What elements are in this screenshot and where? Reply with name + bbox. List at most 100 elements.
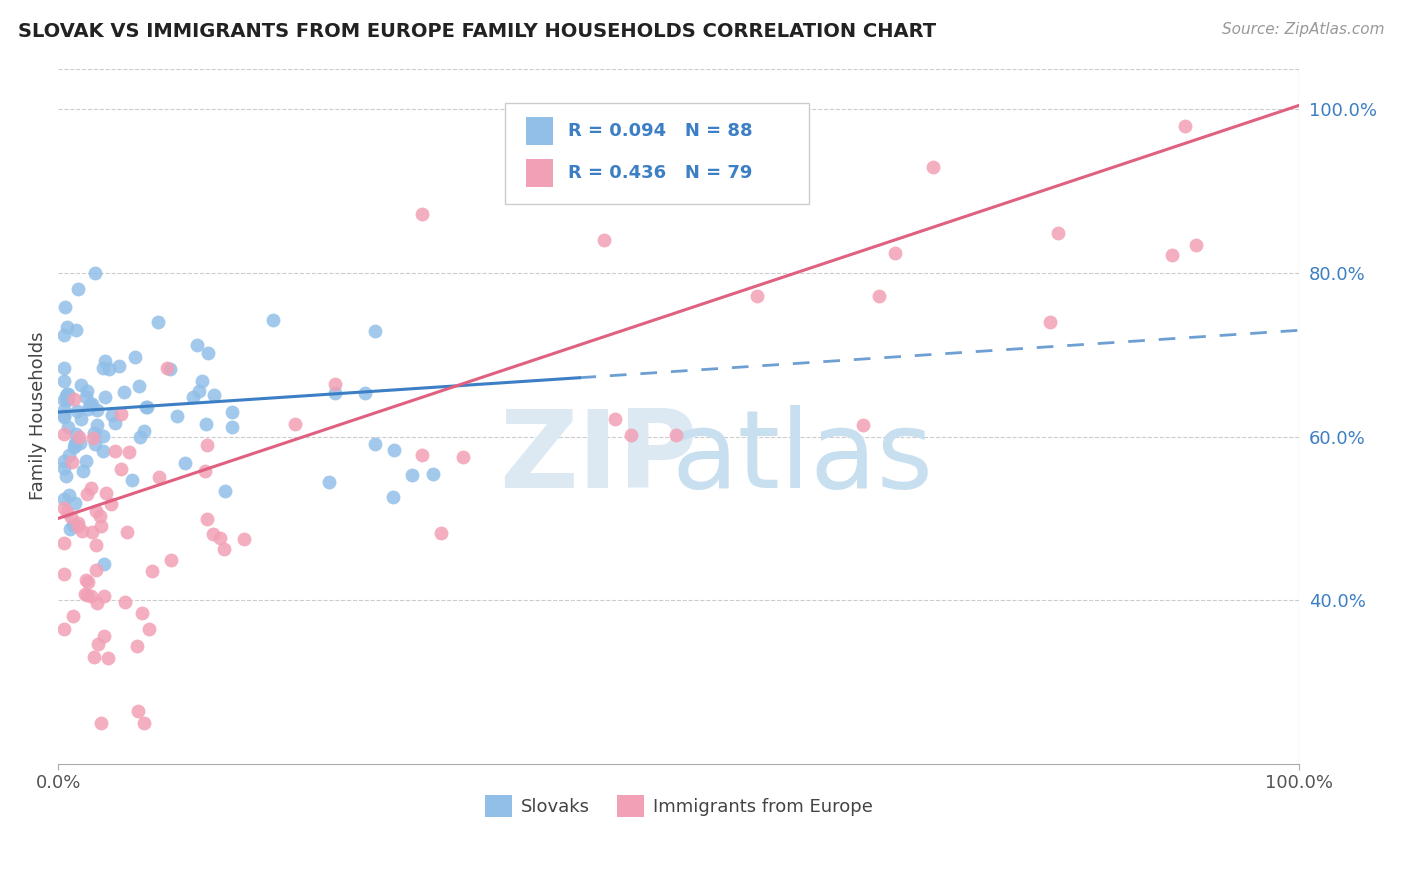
Point: [60, 455, 83, 469]
Point: [364, 324, 387, 338]
Point: [93, 589, 115, 603]
Point: [181, 390, 204, 404]
Point: [194, 417, 217, 431]
Point: [83, 425, 105, 440]
Point: [53, 403, 76, 417]
Point: [173, 456, 195, 470]
Point: [148, 469, 170, 483]
Point: [135, 400, 157, 414]
Point: [75, 587, 97, 601]
Point: [75, 390, 97, 404]
Point: [53, 535, 76, 549]
Legend: Slovaks, Immigrants from Europe: Slovaks, Immigrants from Europe: [478, 788, 880, 824]
Point: [233, 532, 256, 546]
Point: [76, 487, 98, 501]
Point: [1161, 248, 1184, 262]
Point: [110, 462, 132, 476]
Point: [83, 266, 105, 280]
Point: [65, 438, 87, 452]
Text: SLOVAK VS IMMIGRANTS FROM EUROPE FAMILY HOUSEHOLDS CORRELATION CHART: SLOVAK VS IMMIGRANTS FROM EUROPE FAMILY …: [18, 22, 936, 41]
Point: [86, 596, 108, 610]
Point: [77, 574, 100, 589]
Point: [80, 589, 103, 603]
Point: [131, 606, 153, 620]
Point: [429, 525, 451, 540]
Point: [82, 397, 104, 411]
FancyBboxPatch shape: [526, 117, 554, 145]
Point: [135, 400, 157, 414]
Point: [58, 488, 80, 502]
Point: [69, 436, 91, 450]
Point: [53, 393, 76, 408]
Point: [53, 426, 76, 441]
Point: [134, 715, 156, 730]
Point: [318, 475, 340, 490]
Point: [58, 448, 80, 462]
Point: [325, 377, 347, 392]
Point: [195, 438, 218, 452]
Point: [93, 629, 115, 643]
Point: [80, 481, 103, 495]
Point: [56, 420, 79, 434]
Text: Source: ZipAtlas.com: Source: ZipAtlas.com: [1222, 22, 1385, 37]
Point: [55, 387, 77, 401]
Point: [382, 490, 405, 504]
Text: atlas: atlas: [672, 405, 934, 511]
Point: [156, 360, 179, 375]
Point: [129, 430, 152, 444]
Point: [138, 623, 160, 637]
Point: [76, 588, 98, 602]
Point: [91, 429, 114, 443]
Point: [114, 595, 136, 609]
Point: [75, 453, 97, 467]
Point: [83, 650, 105, 665]
Point: [58, 387, 80, 401]
Point: [84, 436, 107, 450]
Point: [411, 448, 433, 462]
Point: [364, 437, 387, 451]
Point: [58, 391, 80, 405]
Point: [194, 464, 217, 478]
Point: [53, 454, 76, 468]
Point: [90, 518, 112, 533]
Point: [214, 541, 236, 556]
Point: [55, 389, 77, 403]
Point: [1047, 226, 1070, 240]
Point: [134, 424, 156, 438]
Point: [221, 420, 243, 434]
Point: [214, 483, 236, 498]
Point: [93, 361, 115, 376]
Point: [53, 327, 76, 342]
Point: [53, 361, 76, 376]
Point: [665, 428, 688, 442]
Point: [146, 316, 169, 330]
Point: [104, 443, 127, 458]
Point: [82, 431, 104, 445]
Point: [86, 417, 108, 432]
Point: [55, 319, 77, 334]
Point: [69, 378, 91, 392]
Point: [65, 436, 87, 450]
Point: [66, 282, 89, 296]
Text: ZIP: ZIP: [499, 405, 697, 511]
Point: [195, 512, 218, 526]
Point: [96, 650, 118, 665]
Point: [125, 639, 148, 653]
Point: [401, 467, 423, 482]
Point: [166, 409, 188, 423]
Point: [96, 486, 118, 500]
Point: [110, 408, 132, 422]
Point: [53, 622, 76, 636]
Point: [160, 553, 183, 567]
Point: [66, 404, 89, 418]
Point: [75, 573, 97, 587]
Point: [72, 464, 94, 478]
Point: [202, 388, 225, 402]
Point: [59, 522, 82, 536]
Point: [191, 374, 214, 388]
Point: [868, 288, 890, 302]
Point: [354, 385, 377, 400]
Point: [59, 510, 82, 524]
Point: [84, 563, 107, 577]
Point: [62, 609, 84, 624]
